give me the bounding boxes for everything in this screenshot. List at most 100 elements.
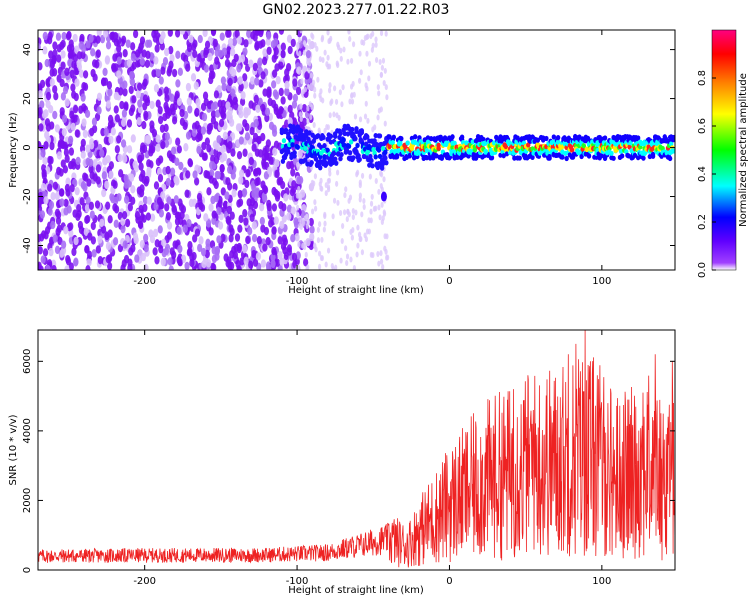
spectrogram-cell <box>310 208 315 215</box>
spectrogram-cell <box>331 213 335 220</box>
spectrogram-cell <box>243 80 249 89</box>
spectrogram-cell <box>171 204 177 213</box>
spectrogram-cell <box>667 155 673 162</box>
spectrogram-cell <box>262 56 268 66</box>
spectrogram-cell <box>149 100 155 110</box>
spectrogram-cell <box>373 132 378 139</box>
spectrogram-cell <box>183 143 189 152</box>
spectrogram-cell <box>297 37 301 44</box>
spectrogram-cell <box>56 151 62 160</box>
spectrogram-cell <box>265 37 271 46</box>
spectrogram-cell <box>230 47 236 57</box>
spectrogram-cell <box>335 180 339 187</box>
spectrogram-cell <box>379 71 384 78</box>
spectrogram-cell <box>347 150 353 156</box>
spectrogram-cell <box>309 114 313 121</box>
spectrogram-cell <box>168 153 174 162</box>
spectrogram-cell <box>92 59 98 68</box>
spectrogram-cell <box>109 192 115 202</box>
spectrogram-cell <box>68 222 74 231</box>
spectrogram-cell <box>311 33 315 40</box>
spectrogram-cell <box>326 54 330 61</box>
x-tick-label: 0 <box>446 576 452 587</box>
spectrogram-cell <box>581 143 586 149</box>
spectrogram-cell <box>260 71 266 80</box>
spectrogram-cell <box>113 91 119 101</box>
spectrogram-cell <box>200 247 207 257</box>
y-tick-label: 6000 <box>22 349 33 374</box>
spectrogram-cell <box>286 34 293 44</box>
spectrogram-cell <box>324 190 328 197</box>
spectrogram-cell <box>201 141 207 151</box>
spectrogram-cell <box>220 76 226 85</box>
spectrogram-cell <box>126 58 133 68</box>
spectrogram-cell <box>383 67 387 74</box>
spectrogram-cell <box>169 167 176 176</box>
spectrogram-cell <box>336 62 340 69</box>
spectrogram-cell <box>213 90 220 99</box>
spectrogram-cell <box>49 68 55 77</box>
spectrogram-cell <box>252 62 258 72</box>
spectrogram-cell <box>354 209 358 216</box>
spectrogram-cell <box>167 257 173 266</box>
spectrogram-cell <box>364 82 368 89</box>
spectrogram-cell <box>347 30 351 35</box>
spectrogram-cell <box>503 143 509 150</box>
spectrogram-cell <box>358 116 363 123</box>
spectrogram-cell <box>130 244 136 253</box>
spectrogram-cell <box>185 170 191 179</box>
spectrogram-cell <box>244 132 251 141</box>
spectrogram-cell <box>84 109 91 118</box>
spectrogram-cell <box>324 261 328 268</box>
spectrogram-cell <box>292 153 297 159</box>
spectrogram-cell <box>214 56 220 65</box>
spectrogram-cell <box>64 154 70 163</box>
spectrogram-cell <box>138 162 144 171</box>
spectrogram-cell <box>196 165 202 174</box>
spectrogram-cell <box>295 264 301 270</box>
spectrogram-cell <box>149 120 155 129</box>
spectrogram-cell <box>313 199 317 206</box>
spectrogram-cell <box>221 144 227 153</box>
spectrogram-cell <box>73 236 79 246</box>
spectrogram-cell <box>114 205 120 214</box>
spectrogram-cell <box>372 205 376 212</box>
spectrogram-cell <box>351 214 355 221</box>
spectrogram-cell <box>99 34 106 44</box>
spectrogram-cell <box>309 160 314 166</box>
spectrogram-cell <box>265 237 271 246</box>
spectrogram-cell <box>346 58 350 65</box>
spectrogram-cell <box>61 114 68 124</box>
spectrogram-cell <box>249 213 255 223</box>
spectrogram-cell <box>452 140 457 146</box>
spectrogram-cell <box>227 37 234 47</box>
spectrogram-cell <box>130 42 136 51</box>
spectrogram-cell <box>295 144 301 150</box>
spectrogram-cell <box>308 43 312 50</box>
spectrogram-cell <box>134 210 141 220</box>
spectrogram-cell <box>276 110 282 119</box>
spectrogram-cell <box>384 84 388 91</box>
y-axis-label: SNR (10 * v/v) <box>8 414 19 485</box>
spectrogram-cell <box>157 173 164 183</box>
spectrogram-cell <box>112 237 119 246</box>
spectrogram-cell <box>367 75 371 82</box>
spectrogram-cell <box>316 76 320 83</box>
spectrogram-cell <box>627 144 632 150</box>
spectrogram-cell <box>320 34 325 41</box>
spectrogram-cell <box>349 57 354 64</box>
spectrogram-cell <box>68 49 74 59</box>
spectrogram-cell <box>379 258 384 265</box>
spectrogram-cell <box>387 143 392 150</box>
spectrogram-cell <box>267 166 273 175</box>
spectrogram-cell <box>73 257 79 266</box>
spectrogram-cell <box>44 58 50 68</box>
spectrogram-cell <box>105 154 111 164</box>
spectrogram-cell <box>341 223 345 230</box>
spectrogram-cell <box>547 153 552 160</box>
spectrogram-cell <box>234 233 241 242</box>
spectrogram-cell <box>334 160 339 166</box>
spectrogram-cell <box>134 254 140 263</box>
spectrogram-cell <box>220 187 226 196</box>
spectrogram-cell <box>204 40 211 49</box>
